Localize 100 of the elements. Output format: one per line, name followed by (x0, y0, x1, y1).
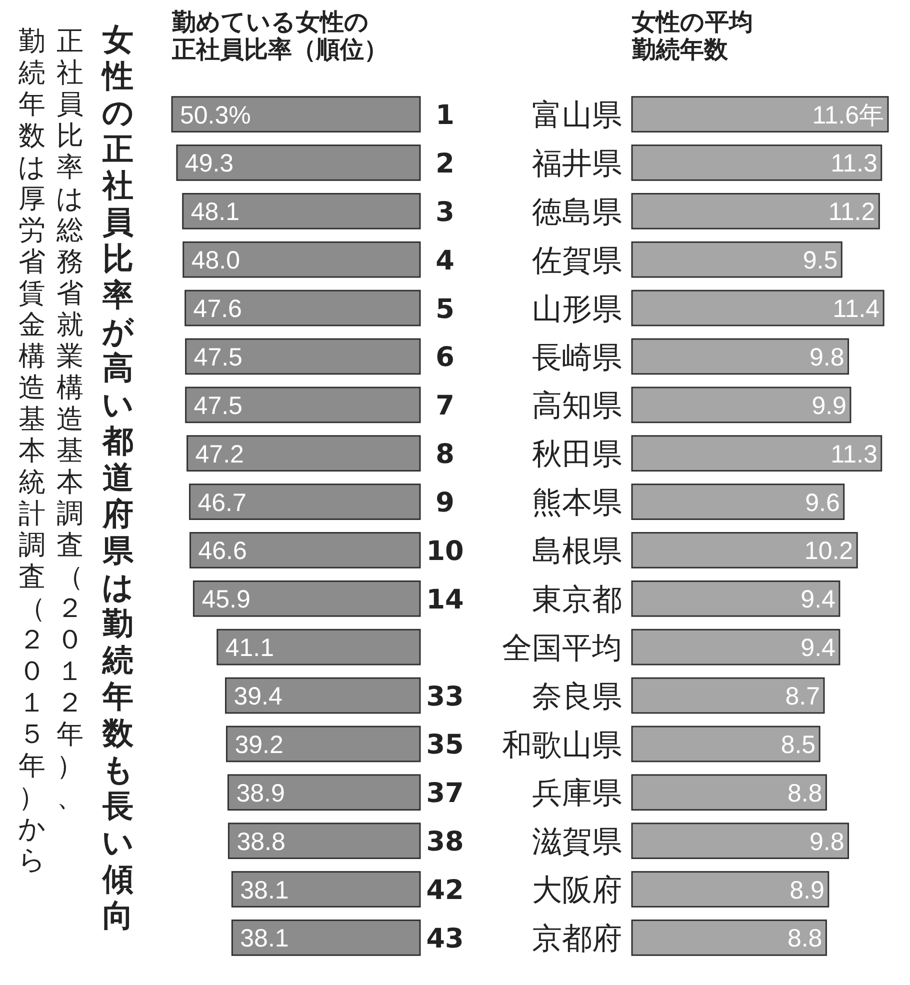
y-tick-label: 京都府 (532, 922, 622, 957)
data-label: 11.4 (832, 295, 880, 324)
y-tick-label: 山形県 (532, 292, 622, 327)
data-label: 11.3 (830, 440, 878, 468)
data-label: 38.1 (240, 876, 289, 904)
data-label: 9.8 (810, 828, 844, 856)
data-label: 10.2 (804, 537, 854, 566)
y-tick-label: 5 (436, 294, 454, 325)
y-tick-label: 3 (436, 196, 454, 228)
y-tick-label: 滋賀県 (532, 824, 622, 860)
data-label: 39.4 (234, 682, 282, 711)
bar (631, 484, 845, 520)
data-label: 9.6 (805, 488, 840, 517)
bar (631, 871, 830, 908)
bar (231, 920, 421, 956)
bar (631, 580, 840, 617)
bar (631, 774, 827, 811)
bar (224, 677, 421, 714)
bar (631, 386, 852, 424)
data-label: 8.5 (780, 730, 816, 759)
data-label: 45.9 (202, 586, 250, 614)
text: 勤続年数は厚労省賃金構造基本統計調査（２０１５年）から (18, 26, 46, 876)
bar (226, 726, 421, 762)
data-label: 11.3 (830, 150, 878, 178)
y-tick-label: 佐賀県 (532, 243, 622, 278)
data-label: 9.8 (810, 343, 844, 372)
data-label: 46.6 (198, 537, 247, 566)
data-label: 46.7 (198, 488, 246, 517)
bar (631, 532, 858, 568)
bar (189, 484, 421, 520)
bar (192, 580, 421, 617)
chart-title: 女性の平均勤続年数 (631, 8, 753, 64)
bar (631, 290, 884, 326)
y-tick-label: 9 (436, 488, 454, 518)
bar (631, 920, 827, 956)
data-label: 9.4 (800, 634, 836, 662)
y-tick-label: 東京都 (532, 582, 622, 618)
bar (631, 726, 820, 762)
data-label: 11.6年 (812, 101, 884, 130)
bar (216, 628, 421, 666)
data-label: 39.2 (234, 730, 284, 759)
data-label: 48.1 (190, 198, 240, 226)
text: 正社員比率は総務省就業構造基本調査（２０１２年）、 (56, 26, 84, 813)
y-tick-label: 奈良県 (532, 679, 622, 714)
data-label: 47.2 (195, 440, 244, 468)
data-label: 48.0 (191, 246, 240, 275)
bar (631, 628, 840, 666)
data-label: 38.1 (240, 924, 289, 953)
data-label: 38.8 (236, 828, 286, 856)
bar (631, 822, 850, 860)
bar (182, 192, 421, 230)
y-tick-label: 6 (436, 342, 454, 374)
bar (185, 338, 421, 375)
bar (185, 386, 421, 424)
bar (171, 96, 421, 132)
bar (631, 338, 850, 375)
y-tick-label: 1 (436, 100, 454, 131)
y-tick-label: 7 (436, 390, 454, 422)
data-label: 49.3 (184, 150, 234, 178)
y-tick-label: 福井県 (532, 146, 622, 182)
bar (631, 144, 882, 181)
y-tick-label: 35 (426, 730, 464, 761)
y-tick-label: 兵庫県 (532, 776, 622, 812)
data-label: 8.9 (790, 876, 824, 904)
data-label: 50.3% (180, 101, 251, 130)
bar (228, 822, 421, 860)
y-tick-label: 38 (426, 826, 464, 858)
y-tick-label: 2 (436, 148, 454, 180)
bar (189, 532, 421, 568)
bar (631, 192, 880, 230)
y-tick-label: 8 (436, 439, 454, 470)
chart-title: 勤めている女性の正社員比率（順位） (171, 8, 388, 64)
y-tick-label: 秋田県 (532, 437, 622, 472)
data-label: 11.2 (828, 198, 876, 226)
y-tick-label: 大阪府 (532, 873, 622, 908)
y-tick-label: 富山県 (532, 98, 622, 134)
y-tick-label: 長崎県 (532, 340, 622, 376)
data-label: 8.8 (787, 924, 822, 953)
data-label: 8.8 (787, 779, 822, 808)
y-tick-label: 33 (426, 681, 464, 712)
data-label: 38.9 (236, 779, 285, 808)
bar (184, 290, 421, 326)
bar (182, 241, 421, 278)
text: 女性の正社員比率が高い都道府県は勤続年数も長い傾向 (102, 22, 134, 934)
bar (631, 96, 889, 132)
bar (631, 677, 825, 714)
y-tick-label: 徳島県 (532, 194, 622, 230)
y-tick-label: 43 (426, 923, 464, 954)
bar (186, 435, 421, 472)
data-label: 9.9 (812, 392, 846, 420)
y-tick-label: 熊本県 (532, 486, 622, 521)
data-label: 9.5 (802, 246, 838, 275)
y-tick-label: 4 (436, 245, 454, 276)
y-tick-label: 42 (426, 875, 464, 906)
y-tick-label: 島根県 (532, 534, 622, 570)
y-tick-label: 高知県 (532, 388, 622, 424)
y-tick-label: 全国平均 (502, 630, 622, 666)
y-tick-label: 37 (426, 778, 464, 810)
bar (631, 241, 842, 278)
bar (631, 435, 882, 472)
